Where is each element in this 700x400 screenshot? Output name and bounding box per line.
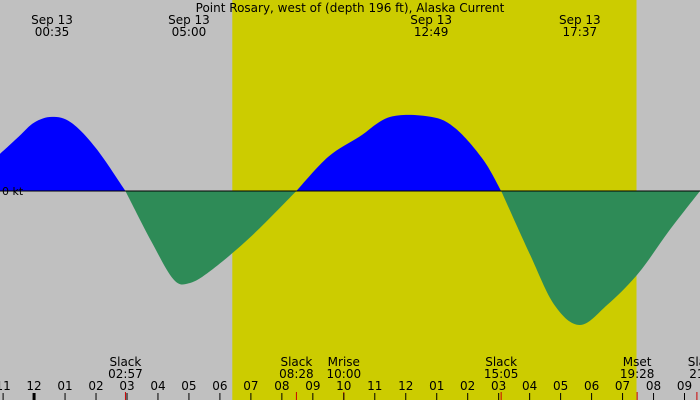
hour-tick-label-17: 04 [522,379,537,393]
current-areas [0,114,700,325]
event-name-3: Slack [485,355,517,369]
top-date-label-0: Sep 13 [31,13,73,27]
chart-title: Point Rosary, west of (depth 196 ft), Al… [196,1,505,15]
event-time-0: 02:57 [108,367,143,381]
hour-tick-label-18: 05 [553,379,568,393]
hour-tick-label-2: 01 [57,379,72,393]
event-name-4: Mset [623,355,652,369]
top-time-label-1: 05:00 [172,25,207,39]
hour-tick-label-14: 01 [429,379,444,393]
hour-tick-label-5: 04 [150,379,165,393]
hour-tick-label-6: 05 [181,379,196,393]
hour-tick-label-12: 11 [367,379,382,393]
current-area-ebb-3 [501,191,700,325]
event-time-2: 10:00 [327,367,362,381]
hour-tick-label-4: 03 [119,379,134,393]
hour-tick-label-3: 02 [88,379,103,393]
bottom-events: Slack02:57Slack08:28Mrise10:00Slack15:05… [108,355,700,400]
hour-tick-label-13: 12 [398,379,413,393]
current-area-ebb-1 [125,191,297,285]
top-date-label-1: Sep 13 [168,13,210,27]
top-time-label-3: 17:37 [563,25,598,39]
event-name-5: Sla [688,355,700,369]
hour-tick-label-20: 07 [615,379,630,393]
event-name-0: Slack [110,355,142,369]
zero-label: 0 kt [2,185,24,198]
event-name-1: Slack [280,355,312,369]
hour-tick-label-16: 03 [491,379,506,393]
hour-tick-label-21: 08 [646,379,661,393]
hour-ticks: 11 12 01 02 03 04 05 06 07 08 09 10 11 12 01 02 03 04 05 06… [0,379,692,400]
top-time-label-0: 00:35 [35,25,70,39]
hour-tick-label-8: 07 [243,379,258,393]
hour-tick-label-22: 09 [677,379,692,393]
current-area-flood-2 [296,114,502,191]
hour-tick-label-10: 09 [305,379,320,393]
top-date-label-3: Sep 13 [559,13,601,27]
event-time-3: 15:05 [484,367,519,381]
hour-tick-label-0: 11 [0,379,11,393]
hour-tick-label-11: 10 [336,379,351,393]
hour-tick-label-19: 06 [584,379,599,393]
event-time-4: 19:28 [620,367,655,381]
hour-tick-label-9: 08 [274,379,289,393]
hour-tick-label-7: 06 [212,379,227,393]
top-time-label-2: 12:49 [414,25,449,39]
top-date-label-2: Sep 13 [410,13,452,27]
hour-tick-label-15: 02 [460,379,475,393]
hour-tick-label-1: 12 [26,379,41,393]
current-area-flood-0 [0,116,126,191]
event-time-5: 21 [689,367,700,381]
event-time-1: 08:28 [279,367,314,381]
event-name-2: Mrise [328,355,360,369]
